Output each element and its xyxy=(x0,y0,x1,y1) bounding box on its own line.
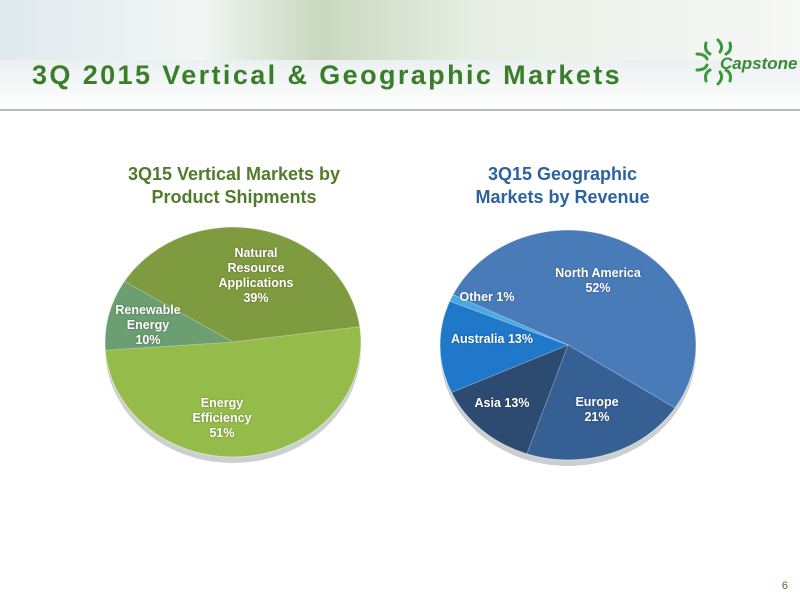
slice-label: Asia 13% xyxy=(457,396,547,411)
slice-value: 21% xyxy=(584,410,610,424)
slice-value: 10% xyxy=(135,333,161,347)
slice-label: Renewable Energy 10% xyxy=(103,303,193,348)
logo-icon xyxy=(695,38,732,86)
slice-value: 1% xyxy=(496,290,515,304)
slice-label: North America 52% xyxy=(543,266,653,296)
pie-slice xyxy=(104,326,362,458)
slice-value: 13% xyxy=(507,332,533,346)
slice-category: Natural Resource Applications xyxy=(218,246,294,290)
pie-slice xyxy=(449,294,569,346)
chart-title: 3Q15 Geographic Markets by Revenue xyxy=(475,164,650,207)
slice-label: Energy Efficiency 51% xyxy=(177,396,267,441)
slice-category: Australia xyxy=(450,332,505,346)
slice-label: Other 1% xyxy=(442,290,532,305)
slice-label: Europe 21% xyxy=(557,395,637,425)
slice-category: Other xyxy=(459,290,493,304)
pie-slice xyxy=(104,280,235,351)
slice-category: Renewable Energy xyxy=(115,303,181,332)
pie-gloss xyxy=(104,226,362,458)
pie-slice xyxy=(450,344,569,455)
pie-gloss xyxy=(439,229,697,461)
slice-value: 51% xyxy=(209,426,235,440)
slice-label: Natural Resource Applications 39% xyxy=(206,246,306,306)
pie-slice xyxy=(452,229,697,409)
slice-category: Energy Efficiency xyxy=(192,396,252,425)
slice-label: Australia 13% xyxy=(437,332,547,347)
slice-value: 13% xyxy=(504,396,530,410)
logo: Capstone xyxy=(720,54,798,73)
pie-slice xyxy=(526,344,676,461)
slice-value: 52% xyxy=(585,281,611,295)
pie-slice xyxy=(123,226,361,343)
chart-title: 3Q15 Vertical Markets by Product Shipmen… xyxy=(127,164,341,207)
slice-category: North America xyxy=(555,266,641,280)
slice-category: Europe xyxy=(575,395,619,409)
banner-fade xyxy=(0,60,800,110)
page-number: 6 xyxy=(781,580,788,592)
slide-title: 3Q 2015 Vertical & Geographic Markets xyxy=(32,60,623,90)
pie-slice xyxy=(439,300,570,394)
banner xyxy=(0,0,800,60)
slice-value: 39% xyxy=(243,291,269,305)
title-rule xyxy=(0,109,800,111)
slice-category: Asia xyxy=(474,396,501,410)
